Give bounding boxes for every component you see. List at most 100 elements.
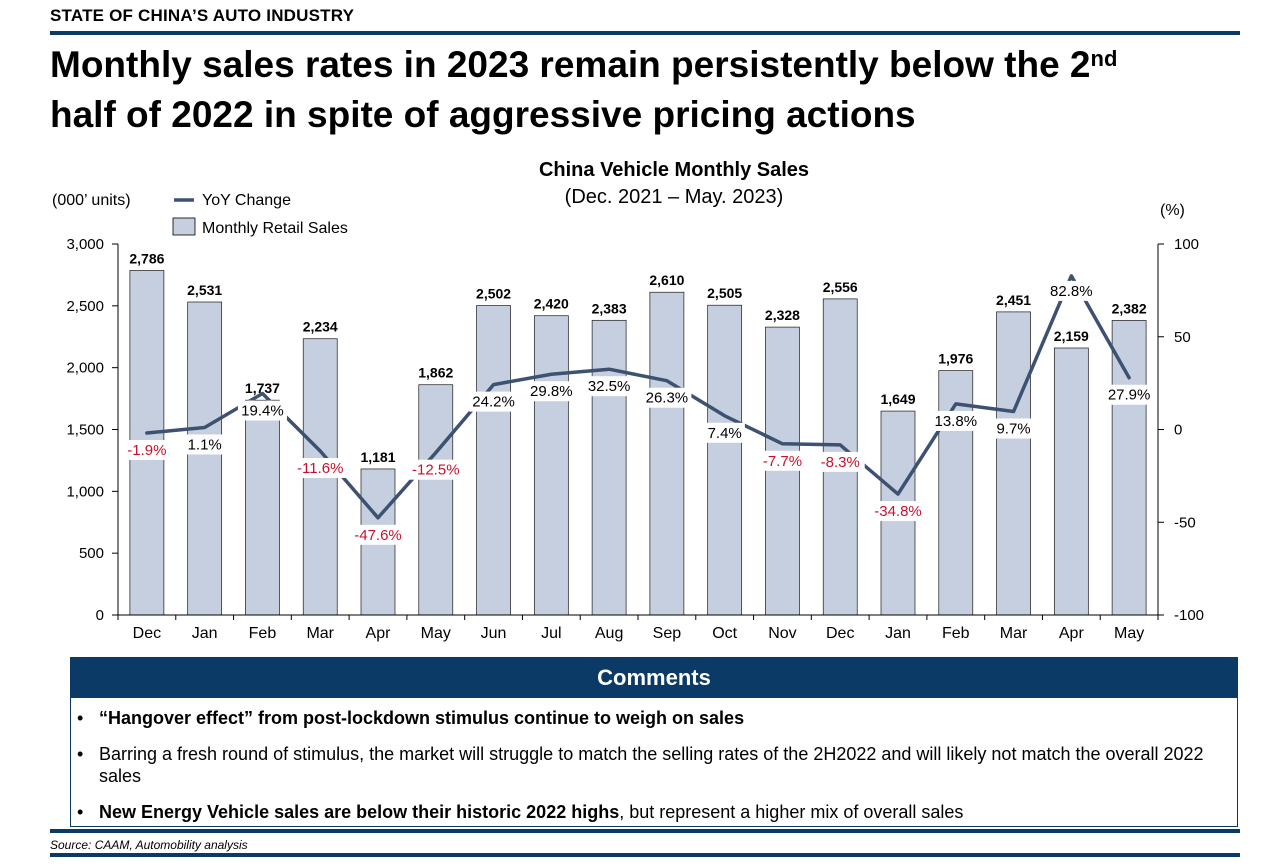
- yoy-label-background: [704, 422, 745, 443]
- yoy-value-label: 13.8%: [935, 413, 978, 430]
- page-title: Monthly sales rates in 2023 remain persi…: [50, 40, 1250, 140]
- x-tick-label: Dec: [133, 625, 161, 642]
- bar-value-label: 1,737: [245, 380, 280, 396]
- right-tick-label: -100: [1174, 607, 1204, 624]
- x-tick-label: Apr: [366, 625, 392, 642]
- yoy-value-label: 9.7%: [996, 421, 1030, 438]
- yoy-value-label: -1.9%: [127, 442, 166, 459]
- yoy-value-label: -11.6%: [297, 460, 343, 477]
- yoy-value-label: -12.5%: [412, 462, 460, 479]
- chart-bar: [707, 304, 743, 616]
- bullet-icon: •: [77, 802, 84, 822]
- yoy-value-label: 19.4%: [241, 403, 284, 420]
- x-tick-label: Aug: [595, 625, 623, 642]
- comments-panel: Comments • “Hangover effect” from post-l…: [70, 657, 1238, 827]
- chart-bar: [476, 305, 511, 616]
- yoy-label-background: [642, 387, 692, 408]
- bullet-icon: •: [77, 744, 84, 764]
- yoy-value-label: -8.3%: [821, 454, 860, 471]
- comments-heading: Comments: [71, 658, 1237, 698]
- chart-bar: [1053, 347, 1089, 616]
- yoy-value-label: -7.7%: [763, 453, 802, 470]
- comment-item: • Barring a fresh round of stimulus, the…: [71, 743, 1237, 787]
- bar-value-label: 2,610: [649, 272, 684, 288]
- left-tick-label: 3,000: [66, 236, 104, 253]
- bar-value-label: 2,502: [476, 286, 511, 302]
- chart-bar: [533, 315, 569, 616]
- yoy-line: [145, 274, 1131, 520]
- chart-bar: [1111, 320, 1147, 616]
- chart-bar: [938, 370, 974, 616]
- bar-value-label: 2,234: [303, 319, 338, 335]
- x-tick-label: Feb: [942, 625, 970, 642]
- bar-value-label: 2,383: [592, 300, 627, 316]
- chart-bar: [187, 301, 223, 616]
- left-axis-label: (000’ units): [52, 192, 131, 209]
- yoy-label-background: [526, 381, 576, 402]
- bar-value-label: 2,451: [996, 292, 1031, 308]
- yoy-label-background: [469, 391, 519, 412]
- bar-value-label: 2,531: [187, 282, 222, 298]
- yoy-value-label: 1.1%: [188, 436, 222, 453]
- yoy-value-label: 29.8%: [530, 383, 573, 400]
- chart-subtitle: (Dec. 2021 – May. 2023): [565, 186, 784, 208]
- x-tick-label: Feb: [249, 625, 277, 642]
- x-tick-label: Dec: [826, 625, 854, 642]
- x-tick-label: Jan: [192, 625, 218, 642]
- yoy-label-background: [237, 400, 287, 421]
- bar-value-label: 1,649: [880, 391, 915, 407]
- yoy-value-label: -34.8%: [874, 503, 922, 520]
- yoy-value-label: 24.2%: [472, 394, 515, 411]
- comment-bold: New Energy Vehicle sales are below their…: [99, 802, 620, 822]
- chart-bar: [996, 311, 1031, 616]
- x-tick-label: May: [421, 625, 451, 642]
- chart-bar: [649, 291, 685, 616]
- yoy-label-background: [1046, 280, 1096, 301]
- yoy-label-background: [931, 410, 981, 431]
- bar-value-label: 2,505: [707, 285, 742, 301]
- chart-bar: [418, 384, 454, 616]
- left-tick-label: 500: [79, 545, 104, 562]
- yoy-label-background: [757, 450, 807, 471]
- bar-value-label: 1,976: [938, 351, 973, 367]
- bar-value-label: 2,420: [534, 296, 569, 312]
- comment-bold: “Hangover effect” from post-lockdown sti…: [99, 708, 745, 728]
- x-tick-label: Apr: [1059, 625, 1085, 642]
- sales-chart: China Vehicle Monthly Sales (Dec. 2021 – …: [52, 159, 1204, 642]
- comment-item: • “Hangover effect” from post-lockdown s…: [71, 707, 1237, 729]
- yoy-label-background: [815, 451, 865, 472]
- x-tick-label: Mar: [1000, 625, 1028, 642]
- yoy-label-background: [1104, 384, 1154, 405]
- x-tick-label: Jun: [481, 625, 507, 642]
- yoy-label-background: [406, 459, 465, 480]
- chart-bar: [765, 326, 800, 616]
- yoy-label-background: [184, 434, 225, 455]
- yoy-label-background: [291, 458, 350, 479]
- header-divider: [50, 31, 1240, 35]
- yoy-label-background: [993, 418, 1034, 439]
- bullet-icon: •: [77, 708, 84, 728]
- yoy-value-label: 7.4%: [708, 425, 742, 442]
- title-line-2: half of 2022 in spite of aggressive pric…: [50, 94, 916, 135]
- yoy-value-label: 27.9%: [1108, 387, 1151, 404]
- bar-value-label: 2,786: [129, 250, 164, 266]
- x-tick-label: Nov: [768, 625, 796, 642]
- right-tick-label: 0: [1174, 422, 1182, 439]
- yoy-label-background: [869, 501, 927, 522]
- comment-text: Barring a fresh round of stimulus, the m…: [99, 744, 1204, 786]
- legend-label-yoy: YoY Change: [202, 192, 291, 209]
- x-tick-label: Oct: [712, 625, 737, 642]
- right-tick-label: -50: [1174, 514, 1196, 531]
- left-tick-label: 2,000: [66, 360, 104, 377]
- left-tick-label: 1,500: [66, 422, 104, 439]
- section-kicker: STATE OF CHINA’S AUTO INDUSTRY: [50, 6, 355, 25]
- right-axis-label: (%): [1160, 202, 1185, 219]
- yoy-value-label: 82.8%: [1050, 283, 1093, 300]
- left-tick-label: 2,500: [66, 298, 104, 315]
- bar-value-label: 2,328: [765, 307, 800, 323]
- footer-divider-bottom: [50, 853, 1240, 857]
- yoy-label-background: [349, 524, 407, 545]
- comment-item: • New Energy Vehicle sales are below the…: [71, 801, 1237, 823]
- bar-value-label: 2,382: [1112, 300, 1147, 316]
- yoy-value-label: -47.6%: [354, 527, 402, 544]
